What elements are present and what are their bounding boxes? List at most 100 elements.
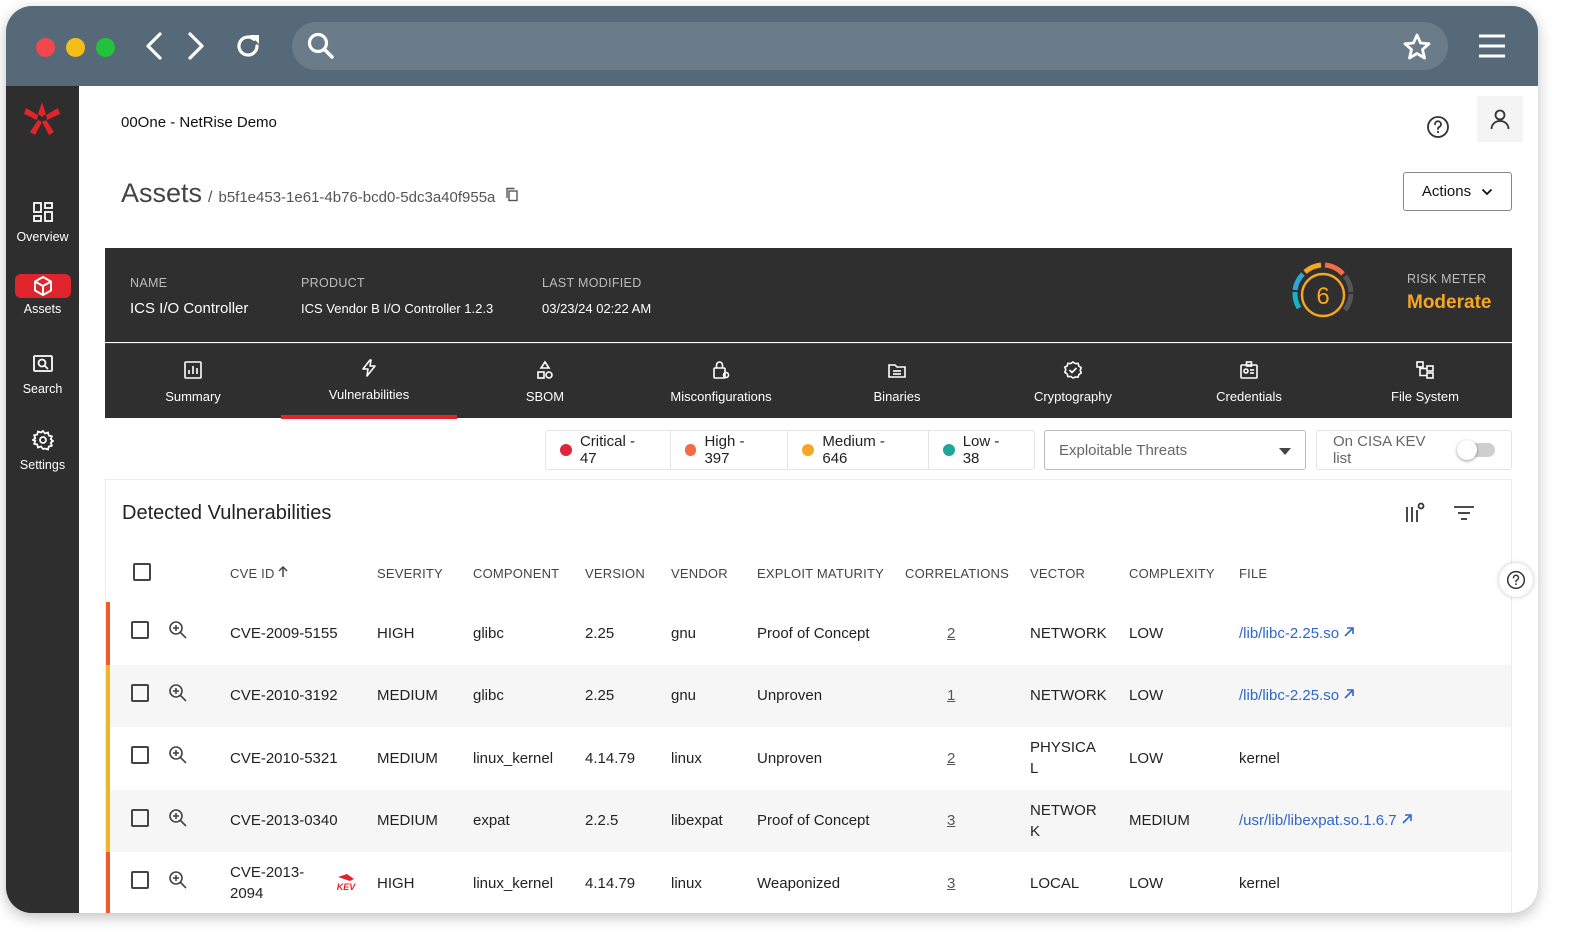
vendor-cell: libexpat (671, 812, 723, 830)
correlations-link[interactable]: 2 (947, 624, 956, 642)
minimize-dot[interactable] (66, 38, 85, 57)
cve-id[interactable]: CVE-2009-5155 (230, 624, 338, 642)
floating-help-icon[interactable] (1499, 563, 1533, 597)
component-cell: linux_kernel (473, 874, 554, 892)
row-checkbox[interactable] (131, 683, 149, 702)
column-header-vendor[interactable]: VENDOR (671, 565, 728, 581)
tab-label: Misconfigurations (670, 388, 772, 404)
zoom-in-icon[interactable] (168, 871, 188, 894)
vector-cell: PHYSICAL (1030, 739, 1096, 778)
sidebar-item-assets[interactable]: Assets (6, 274, 79, 316)
breadcrumb-separator: / (208, 189, 213, 206)
actions-label: Actions (1421, 183, 1472, 200)
table-row[interactable]: CVE-2010-5321 MEDIUM linux_kernel 4.14.7… (108, 727, 1511, 790)
zoom-in-icon[interactable] (168, 621, 188, 644)
column-header-correlations[interactable]: CORRELATIONS (905, 565, 1010, 581)
column-header-file[interactable]: FILE (1239, 565, 1268, 581)
exploitable-threats-select[interactable]: Exploitable Threats (1044, 430, 1306, 470)
netrise-logo[interactable] (20, 98, 64, 143)
search-icon (29, 350, 57, 378)
close-dot[interactable] (36, 38, 55, 57)
tab-cryptography[interactable]: Cryptography (985, 344, 1161, 419)
kev-toggle[interactable] (1457, 440, 1495, 460)
file-link[interactable]: /lib/libc-2.25.so (1239, 687, 1355, 704)
copy-icon[interactable] (505, 187, 519, 207)
zoom-in-icon[interactable] (168, 746, 188, 769)
severity-low[interactable]: Low - 38 (929, 431, 1034, 469)
table-row[interactable]: CVE-2013-0340 MEDIUM expat 2.2.5 libexpa… (108, 789, 1511, 852)
severity-label: Low - 38 (962, 433, 1000, 467)
row-checkbox[interactable] (131, 871, 149, 890)
modified-label: LAST MODIFIED (542, 276, 642, 290)
gear-icon (29, 426, 57, 454)
bookmark-star-icon[interactable] (1402, 32, 1432, 67)
row-checkbox[interactable] (131, 808, 149, 827)
row-checkbox[interactable] (131, 746, 149, 765)
correlations-link[interactable]: 2 (947, 749, 956, 767)
reload-icon[interactable] (228, 26, 268, 66)
severity-critical[interactable]: Critical - 47 (546, 431, 671, 469)
column-header-cve[interactable]: CVE ID (230, 544, 377, 602)
chevron-down-icon (1481, 183, 1493, 200)
severity-high[interactable]: High - 397 (671, 431, 789, 469)
page-title[interactable]: Assets (121, 178, 203, 208)
tab-label: Summary (165, 388, 221, 404)
tab-label: Credentials (1216, 388, 1282, 404)
zoom-in-icon[interactable] (168, 683, 188, 707)
external-link-icon (1343, 625, 1355, 642)
filter-icon[interactable] (1451, 500, 1477, 531)
table-row[interactable]: CVE-2009-5155 HIGH glibc 2.25 gnu Proof … (108, 602, 1511, 665)
risk-meter-label: RISK METER (1407, 272, 1487, 286)
correlations-link[interactable]: 1 (947, 687, 956, 705)
breadcrumb: Assets / b5f1e453-1e61-4b76-bcd0-5dc3a40… (121, 178, 519, 209)
maturity-cell: Proof of Concept (757, 812, 870, 830)
back-icon[interactable] (134, 26, 174, 66)
bolt-icon (359, 358, 379, 381)
correlations-link[interactable]: 3 (947, 874, 956, 892)
file-cell: kernel (1239, 874, 1280, 892)
column-header-vector[interactable]: VECTOR (1030, 565, 1086, 581)
column-header-component[interactable]: COMPONENT (473, 565, 560, 581)
vendor-cell: linux (671, 749, 702, 767)
column-header-exploit-maturity[interactable]: EXPLOIT MATURITY (757, 565, 884, 581)
tab-binaries[interactable]: Binaries (809, 344, 985, 419)
file-link[interactable]: /lib/libc-2.25.so (1239, 625, 1355, 642)
row-checkbox[interactable] (131, 621, 149, 640)
tab-summary[interactable]: Summary (105, 344, 281, 419)
tab-file-system[interactable]: File System (1337, 344, 1513, 419)
maximize-dot[interactable] (96, 38, 115, 57)
column-settings-icon[interactable] (1402, 500, 1428, 531)
column-header-version[interactable]: VERSION (585, 565, 645, 581)
column-header-complexity[interactable]: COMPLEXITY (1129, 565, 1215, 581)
zoom-in-icon[interactable] (168, 808, 188, 832)
severity-label: Critical - 47 (579, 433, 635, 467)
overview-icon (29, 198, 57, 226)
cve-id[interactable]: CVE-2010-3192 (230, 687, 338, 705)
tab-vulnerabilities[interactable]: Vulnerabilities (281, 344, 457, 419)
tab-credentials[interactable]: Credentials (1161, 344, 1337, 419)
tab-misconfigurations[interactable]: Misconfigurations (633, 344, 809, 419)
column-header-severity[interactable]: SEVERITY (377, 565, 443, 581)
sidebar-item-search[interactable]: Search (6, 350, 79, 396)
severity-label: Medium - 646 (822, 433, 885, 467)
tab-label: SBOM (525, 388, 565, 404)
sidebar-item-overview[interactable]: Overview (6, 198, 79, 244)
forward-icon[interactable] (176, 26, 216, 66)
address-bar[interactable] (292, 22, 1448, 70)
severity-medium[interactable]: Medium - 646 (788, 431, 929, 469)
correlations-link[interactable]: 3 (947, 812, 956, 830)
sidebar-item-settings[interactable]: Settings (6, 426, 79, 472)
user-profile-icon[interactable] (1477, 96, 1523, 142)
cve-id[interactable]: CVE-2013-0340 (230, 812, 338, 830)
actions-button[interactable]: Actions (1403, 172, 1512, 211)
select-all-checkbox[interactable] (133, 562, 151, 581)
menu-icon[interactable] (1472, 26, 1512, 66)
cve-id[interactable]: CVE-2013-2094 (230, 864, 305, 903)
cve-id[interactable]: CVE-2010-5321 (230, 749, 338, 767)
org-name: 00One - NetRise Demo (121, 114, 277, 131)
table-row[interactable]: CVE-2010-3192 MEDIUM glibc 2.25 gnu Unpr… (108, 664, 1511, 727)
help-icon[interactable] (1415, 104, 1461, 150)
tab-sbom[interactable]: SBOM (457, 344, 633, 419)
file-link[interactable]: /usr/lib/libexpat.so.1.6.7 (1239, 812, 1413, 829)
table-row[interactable]: CVE-2013-2094 KEV HIGH linux_kernel (108, 852, 1511, 913)
